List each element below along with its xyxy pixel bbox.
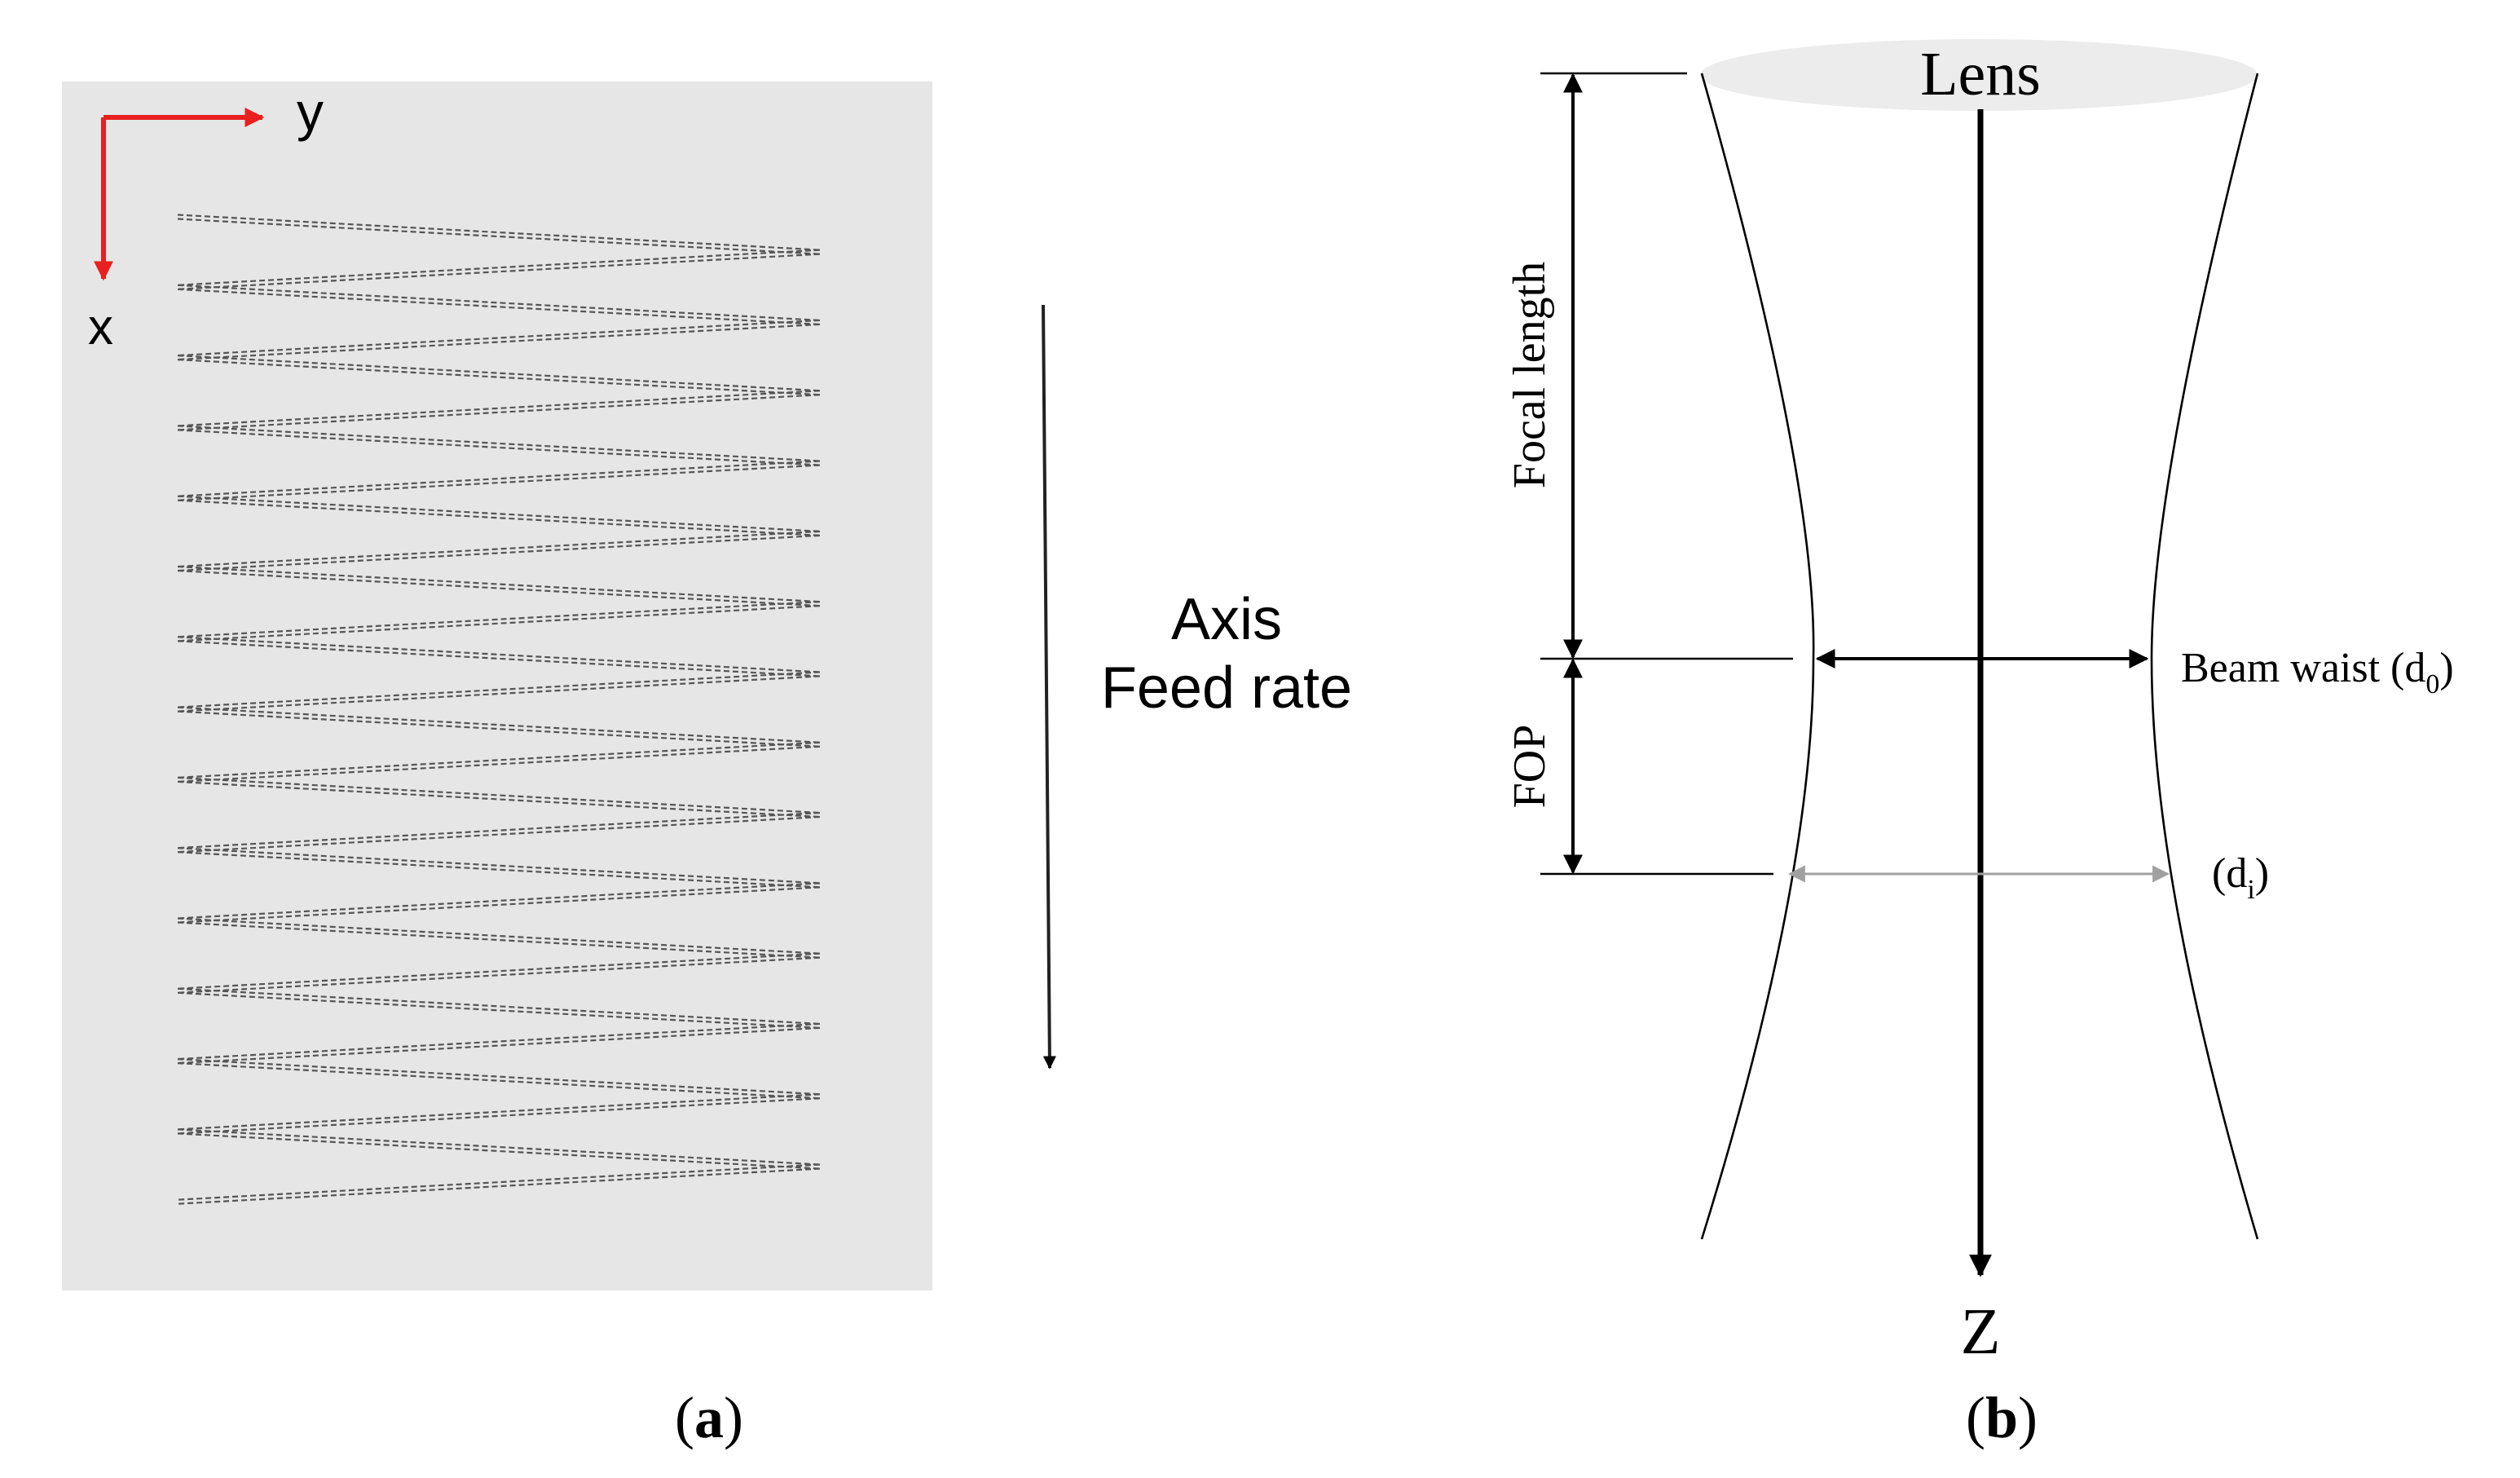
fop-label: FOP <box>1505 725 1555 809</box>
caption-b: (b) <box>1966 1385 2038 1450</box>
feed-label-rate: Feed rate <box>1101 655 1352 721</box>
caption-a-letter: a <box>694 1385 724 1450</box>
panel-a: y x Axis Feed rate (a) <box>62 82 1352 1450</box>
beam-right-boundary <box>2150 73 2259 1240</box>
axis-y-label: y <box>297 82 324 142</box>
beam-waist-label: Beam waist (d0) <box>2181 645 2454 699</box>
focal-length-label: Focal length <box>1505 262 1555 488</box>
lens-shape <box>1700 39 2258 111</box>
beam-left-boundary <box>1700 73 1815 1240</box>
beam-waist-subscript: 0 <box>2425 669 2439 699</box>
di-label: (di) <box>2212 850 2269 905</box>
feed-label-axis: Axis <box>1171 587 1282 652</box>
lens-label: Lens <box>1920 40 2041 108</box>
axis-x-label: x <box>88 299 113 355</box>
caption-a: (a) <box>675 1385 743 1450</box>
caption-b-letter: b <box>1985 1385 2018 1450</box>
z-axis-label: Z <box>1961 1296 2001 1368</box>
di-subscript: i <box>2247 875 2254 905</box>
panel-b: Lens Z Focal length FOP Beam waist (d0) … <box>1505 39 2454 1450</box>
scan-area-background <box>62 82 932 1290</box>
feed-direction-arrow <box>1042 304 1056 1070</box>
